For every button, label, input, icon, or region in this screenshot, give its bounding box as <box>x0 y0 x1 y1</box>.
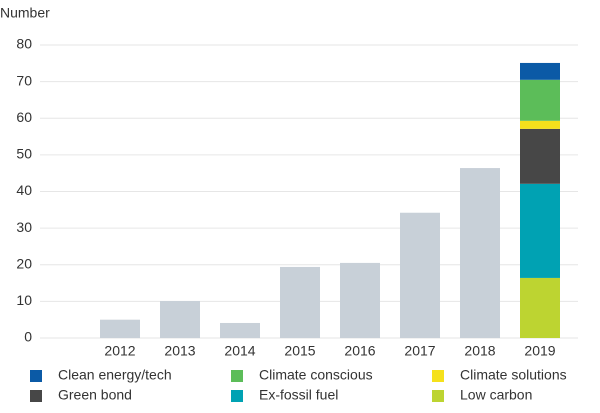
bar-segment <box>520 120 560 129</box>
bar-segment <box>520 183 560 278</box>
x-tick-label: 2017 <box>404 343 435 359</box>
y-tick-label: 70 <box>16 72 32 88</box>
x-tick-label: 2013 <box>164 343 195 359</box>
legend-label: Ex-fossil fuel <box>259 387 338 403</box>
bar-segment <box>160 301 200 338</box>
legend-swatch <box>432 370 444 382</box>
legend-label: Low carbon <box>460 387 532 403</box>
bar-segment <box>520 277 560 338</box>
legend-swatch <box>231 370 243 382</box>
y-tick-label: 10 <box>16 292 32 308</box>
bar-segment <box>400 212 440 338</box>
legend-label: Climate conscious <box>259 367 373 383</box>
x-tick-label: 2018 <box>464 343 495 359</box>
bar-segment <box>100 319 140 338</box>
legend-swatch <box>432 390 444 402</box>
y-tick-label: 80 <box>16 36 32 52</box>
bar-segment <box>460 168 500 338</box>
y-tick-label: 60 <box>16 109 32 125</box>
bar-segment <box>520 62 560 80</box>
bar-segment <box>340 262 380 338</box>
x-tick-label: 2019 <box>524 343 555 359</box>
x-tick-label: 2015 <box>284 343 315 359</box>
bar-segment <box>220 322 260 338</box>
x-tick-label: 2012 <box>104 343 135 359</box>
y-tick-label: 30 <box>16 219 32 235</box>
legend-label: Climate solutions <box>460 367 567 383</box>
y-axis-label: Number <box>0 5 50 21</box>
legend-swatch <box>30 370 42 382</box>
legend-swatch <box>30 390 42 402</box>
y-tick-label: 20 <box>16 255 32 271</box>
x-tick-label: 2016 <box>344 343 375 359</box>
bar-segment <box>520 128 560 184</box>
bar-segment <box>520 79 560 121</box>
y-tick-label: 50 <box>16 146 32 162</box>
bar-segment <box>280 266 320 338</box>
legend-label: Clean energy/tech <box>58 367 172 383</box>
x-tick-label: 2014 <box>224 343 255 359</box>
y-tick-label: 0 <box>24 329 32 345</box>
legend-swatch <box>231 390 243 402</box>
y-tick-label: 40 <box>16 182 32 198</box>
legend-label: Green bond <box>58 387 132 403</box>
